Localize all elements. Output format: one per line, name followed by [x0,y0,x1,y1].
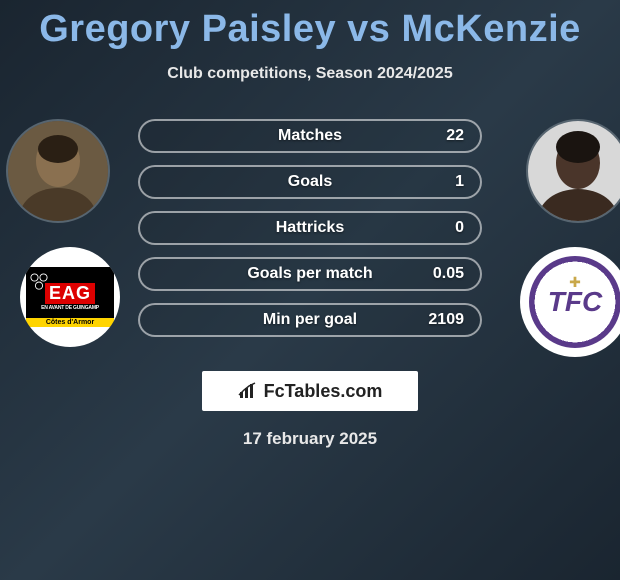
player-left-avatar [6,119,110,223]
page-title: Gregory Paisley vs McKenzie [0,0,620,51]
spiral-icon [30,273,48,291]
stat-label: Matches [278,127,342,145]
date-text: 17 february 2025 [0,429,620,449]
stat-label: Hattricks [276,219,344,237]
stat-label: Goals [288,173,332,191]
stat-value-right: 0.05 [433,265,464,283]
subtitle: Club competitions, Season 2024/2025 [0,65,620,83]
player-right-avatar [526,119,620,223]
cross-icon: ✚ [569,274,581,291]
avatar-placeholder-icon [528,121,620,221]
stats-area: EAG EN AVANT DE GUINGAMP Côtes d'Armor ✚… [0,113,620,363]
stat-value-right: 22 [446,127,464,145]
branding-text: FcTables.com [264,381,383,402]
club-left-line1: EN AVANT DE GUINGAMP [41,305,99,311]
club-left-code: EAG [45,283,95,304]
club-right-badge: ✚ TFC [520,247,620,357]
stat-label: Min per goal [263,311,357,329]
stat-value-right: 0 [455,219,464,237]
club-left-line2: Côtes d'Armor [26,318,114,327]
stat-bar-mpg: Min per goal 2109 [138,303,482,337]
chart-icon [238,382,258,400]
stat-bars: Matches 22 Goals 1 Hattricks 0 Goals per… [138,119,482,349]
stat-label: Goals per match [247,265,372,283]
stat-value-right: 1 [455,173,464,191]
avatar-placeholder-icon [8,121,108,221]
club-left-badge: EAG EN AVANT DE GUINGAMP Côtes d'Armor [20,247,120,347]
stat-bar-goals: Goals 1 [138,165,482,199]
stat-bar-matches: Matches 22 [138,119,482,153]
stat-bar-hattricks: Hattricks 0 [138,211,482,245]
stat-value-right: 2109 [428,311,464,329]
stat-bar-gpm: Goals per match 0.05 [138,257,482,291]
branding-badge: FcTables.com [202,371,418,411]
